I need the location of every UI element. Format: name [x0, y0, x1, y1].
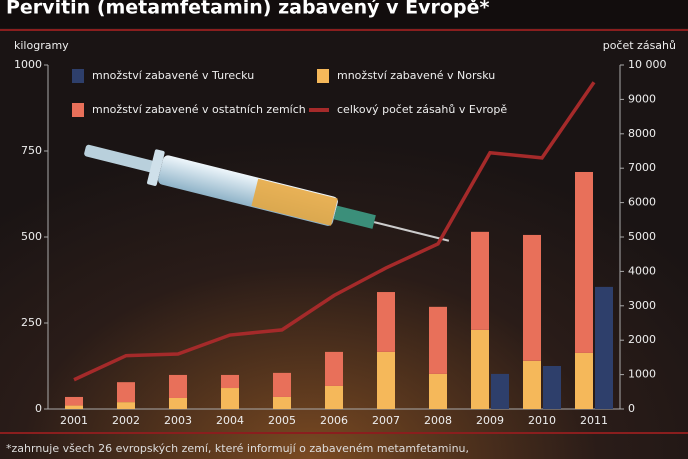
- syringe-needle: [373, 221, 450, 242]
- legend-label: celkový počet zásahů v Evropě: [337, 103, 507, 116]
- y2-tick-label: 4000: [628, 264, 656, 277]
- syringe: [84, 144, 450, 242]
- bar: [575, 171, 593, 353]
- y2-tick-label: 7000: [628, 161, 656, 174]
- x-tick-label: 2008: [424, 414, 452, 427]
- y2-tick-label: 2000: [628, 333, 656, 346]
- x-tick-label: 2009: [476, 414, 504, 427]
- bar: [65, 405, 83, 409]
- syringe-hub: [333, 205, 376, 229]
- chart-title: Pervitin (metamfetamin) zabavený v Evrop…: [6, 0, 489, 19]
- bar: [471, 231, 489, 330]
- y2-tick-label: 3000: [628, 299, 656, 312]
- syringe-liquid: [251, 178, 338, 226]
- y-tick-label: 500: [21, 230, 42, 243]
- bar: [429, 306, 447, 374]
- bar: [117, 402, 135, 409]
- syringe-plunger: [84, 144, 154, 173]
- bar: [65, 396, 83, 406]
- bar: [169, 397, 187, 409]
- bar: [523, 234, 541, 361]
- y2-tick-label: 10 000: [628, 58, 667, 71]
- bar: [273, 372, 291, 397]
- bar: [221, 374, 239, 389]
- bar: [471, 329, 489, 409]
- x-tick-label: 2006: [320, 414, 348, 427]
- bar: [221, 388, 239, 409]
- legend-label: množství zabavené v Norsku: [337, 69, 495, 82]
- x-tick-label: 2005: [268, 414, 296, 427]
- y2-tick-label: 0: [628, 402, 635, 415]
- y2-tick-label: 9000: [628, 92, 656, 105]
- y-axis-label: kilogramy: [14, 39, 69, 52]
- y2-tick-label: 6000: [628, 196, 656, 209]
- bar: [273, 396, 291, 409]
- y2-axis-label: počet zásahů: [603, 39, 676, 52]
- line: [73, 81, 596, 382]
- bar: [325, 385, 343, 409]
- x-tick-label: 2010: [528, 414, 556, 427]
- y2-tick-label: 8000: [628, 127, 656, 140]
- y2-tick-label: 5000: [628, 230, 656, 243]
- x-tick-label: 2011: [580, 414, 608, 427]
- legend-swatch: [72, 69, 84, 83]
- bar: [575, 352, 593, 409]
- bar: [325, 351, 343, 386]
- bar: [377, 292, 395, 352]
- syringe-flange: [147, 149, 165, 186]
- bar: [523, 360, 541, 409]
- legend-swatch: [317, 69, 329, 83]
- legend-swatch: [72, 103, 84, 117]
- y-tick-label: 1000: [14, 58, 42, 71]
- y-tick-label: 0: [35, 402, 42, 415]
- bar: [595, 286, 613, 409]
- bar: [429, 373, 447, 409]
- x-tick-label: 2007: [372, 414, 400, 427]
- y-tick-label: 250: [21, 316, 42, 329]
- x-tick-label: 2002: [112, 414, 140, 427]
- legend-label: množství zabavené v Turecku: [92, 69, 254, 82]
- bar: [377, 351, 395, 409]
- x-tick-label: 2003: [164, 414, 192, 427]
- bar: [543, 366, 561, 409]
- bar: [117, 382, 135, 403]
- y2-tick-label: 1000: [628, 368, 656, 381]
- bar: [491, 373, 509, 409]
- legend-label: množství zabavené v ostatních zemích: [92, 103, 306, 116]
- footnote: *zahrnuje všech 26 evropských zemí, kter…: [6, 442, 469, 455]
- y-tick-label: 750: [21, 144, 42, 157]
- x-tick-label: 2001: [60, 414, 88, 427]
- bar: [169, 374, 187, 398]
- x-tick-label: 2004: [216, 414, 244, 427]
- header-band: [0, 0, 688, 28]
